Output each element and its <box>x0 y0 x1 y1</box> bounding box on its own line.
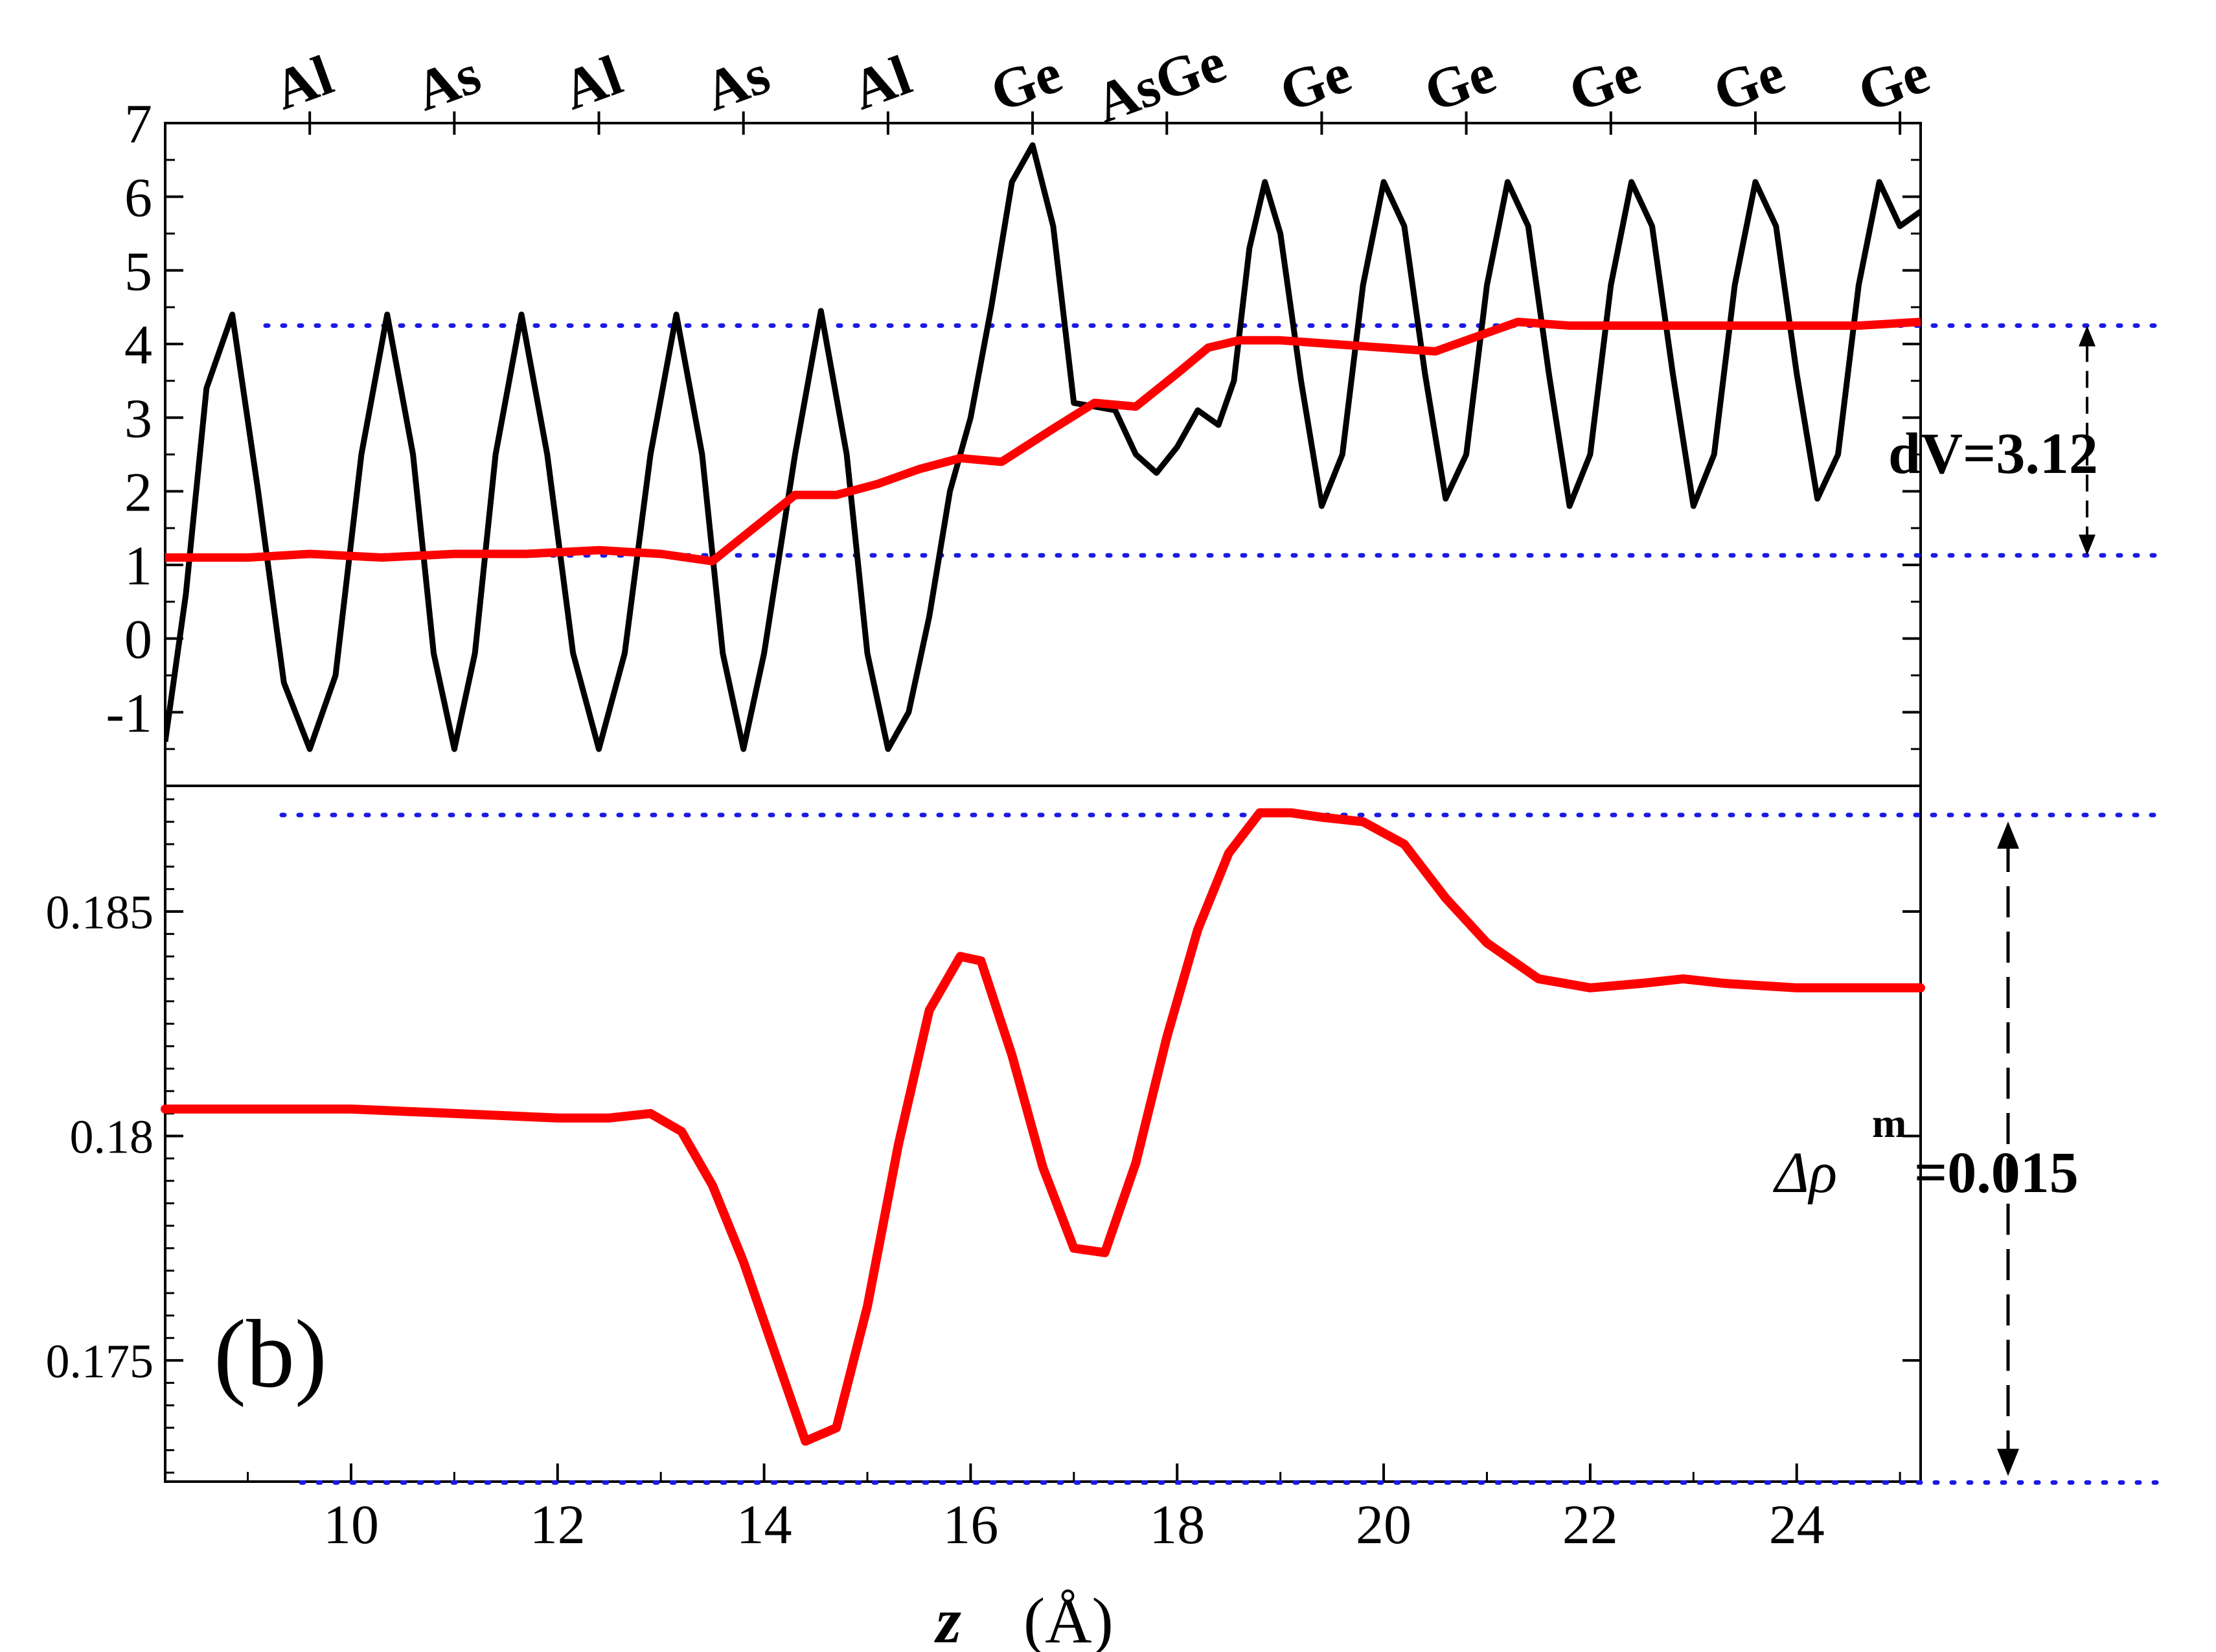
dv-arrow-head-up <box>2079 325 2096 347</box>
bottom-y-tick-label: 0.18 <box>70 1110 154 1164</box>
atom-label: Al <box>266 44 341 122</box>
atom-label: AsGe <box>1087 31 1233 135</box>
atom-label: Al <box>844 44 919 122</box>
atom-label: Ge <box>1850 41 1937 124</box>
atom-label: Ge <box>1561 41 1648 124</box>
bottom-y-tick-label: 0.185 <box>46 886 154 939</box>
atom-label: As <box>407 43 488 124</box>
potential-series-line <box>165 142 1921 752</box>
top-y-tick-label: 6 <box>124 166 152 229</box>
delta-rho-arrow-head-up <box>1997 821 2019 849</box>
atom-label: Ge <box>1706 41 1792 124</box>
density-series-line <box>161 808 1925 1446</box>
top-y-tick-label: 7 <box>124 93 152 155</box>
delta-rho-symbol: Δρ <box>1773 1141 1837 1205</box>
delta-rho-arrow-head-down <box>1997 1449 2019 1476</box>
x-tick-label: 12 <box>530 1493 586 1555</box>
x-tick-label: 10 <box>323 1493 379 1555</box>
atom-label: Ge <box>1417 41 1503 124</box>
x-tick-label: 14 <box>737 1493 792 1555</box>
top-y-tick-label: 5 <box>124 240 152 302</box>
annotations-layer: dV=3.12 Δρ m =0.015 (b) z (Å) <box>214 422 2098 1652</box>
atom-label: Al <box>555 44 630 122</box>
top-y-tick-label: 0 <box>124 608 152 671</box>
top-y-tick-label: 2 <box>124 461 152 523</box>
delta-rho-value: =0.015 <box>1914 1141 2079 1205</box>
x-axis-label-variable: z <box>934 1585 961 1652</box>
x-tick-label: 16 <box>942 1493 998 1555</box>
x-tick-label: 24 <box>1769 1493 1825 1555</box>
top-y-tick-label: 1 <box>124 534 152 597</box>
x-axis-label-unit: (Å) <box>1023 1585 1114 1652</box>
bottom-panel-plot: 10 12 14 16 18 20 22 24 0.185 0.18 0.175 <box>46 785 2169 1555</box>
dv-annotation: dV=3.12 <box>1888 422 2098 486</box>
x-tick-label: 22 <box>1562 1493 1618 1555</box>
panel-label-b: (b) <box>214 1300 327 1408</box>
averaged-potential-series-line <box>165 317 1921 566</box>
delta-rho-superscript: m <box>1872 1100 1906 1146</box>
x-tick-label: 20 <box>1356 1493 1411 1555</box>
top-y-tick-label: 4 <box>124 314 152 376</box>
dv-arrow-head-down <box>2079 534 2096 556</box>
x-tick-label: 18 <box>1149 1493 1205 1555</box>
atom-label: Ge <box>1272 41 1359 124</box>
atom-label: As <box>696 43 777 124</box>
top-y-tick-label: 3 <box>124 387 152 450</box>
top-y-tick-label: -1 <box>106 682 152 744</box>
bottom-plot-frame <box>164 785 1922 1483</box>
atom-label: Ge <box>983 41 1069 124</box>
top-plot-frame <box>164 122 1922 787</box>
bottom-y-tick-label: 0.175 <box>46 1335 154 1388</box>
